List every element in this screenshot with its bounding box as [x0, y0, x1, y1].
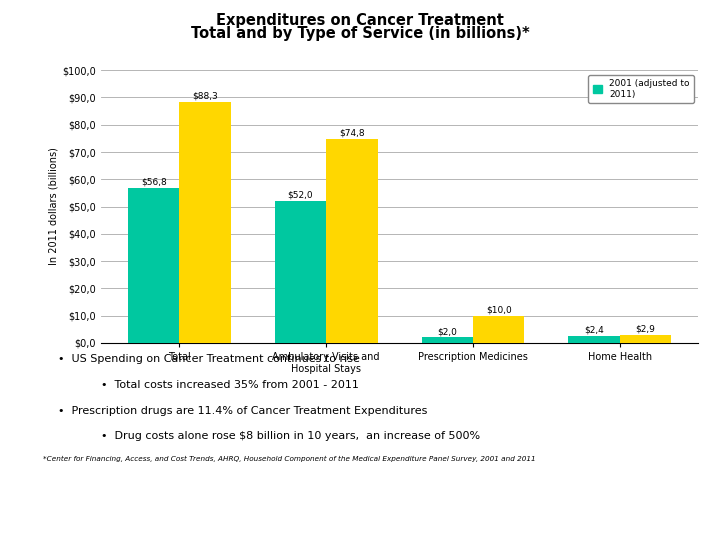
Text: $10,0: $10,0 — [486, 305, 512, 314]
Text: Total and by Type of Service (in billions)*: Total and by Type of Service (in billion… — [191, 26, 529, 41]
Text: Expenditures on Cancer Treatment: Expenditures on Cancer Treatment — [216, 14, 504, 29]
Bar — [275, 201, 326, 343]
Bar — [473, 315, 524, 343]
Bar — [326, 139, 377, 343]
Bar — [620, 335, 671, 343]
Text: $2,9: $2,9 — [636, 325, 655, 334]
Text: $2,4: $2,4 — [584, 326, 604, 335]
Bar — [179, 102, 230, 343]
Text: *Center for Financing, Access, and Cost Trends, AHRQ, Household Component of the: *Center for Financing, Access, and Cost … — [43, 456, 536, 462]
Text: of CANCER: of CANCER — [334, 504, 382, 513]
Text: $52,0: $52,0 — [288, 191, 313, 200]
Text: FRIENDS: FRIENDS — [333, 488, 384, 498]
Bar — [569, 336, 620, 343]
Y-axis label: In 2011 dollars (billions): In 2011 dollars (billions) — [48, 147, 58, 266]
Text: $2,0: $2,0 — [437, 327, 457, 336]
Legend: 2001 (adjusted to
2011): 2001 (adjusted to 2011) — [588, 75, 694, 103]
Bar — [422, 338, 473, 343]
Text: 2: 2 — [686, 507, 695, 521]
Text: $74,8: $74,8 — [339, 129, 365, 138]
Text: •  Total costs increased 35% from 2001 - 2011: • Total costs increased 35% from 2001 - … — [101, 380, 359, 390]
Bar — [128, 188, 179, 343]
Text: RESEARCH: RESEARCH — [334, 518, 382, 527]
Text: •  Drug costs alone rose $8 billion in 10 years,  an increase of 500%: • Drug costs alone rose $8 billion in 10… — [101, 431, 480, 442]
Text: •  Prescription drugs are 11.4% of Cancer Treatment Expenditures: • Prescription drugs are 11.4% of Cancer… — [58, 406, 427, 416]
Text: •  US Spending on Cancer Treatment continues to rise: • US Spending on Cancer Treatment contin… — [58, 354, 359, 364]
Text: $56,8: $56,8 — [141, 178, 166, 187]
Text: $88,3: $88,3 — [192, 92, 218, 101]
